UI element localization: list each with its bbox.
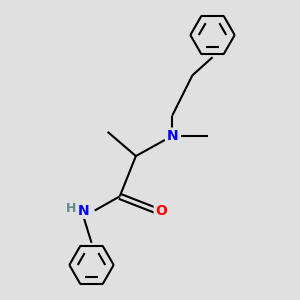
Text: O: O — [155, 203, 167, 218]
Text: N: N — [78, 203, 89, 218]
Text: N: N — [167, 129, 178, 143]
Text: H: H — [66, 202, 76, 215]
